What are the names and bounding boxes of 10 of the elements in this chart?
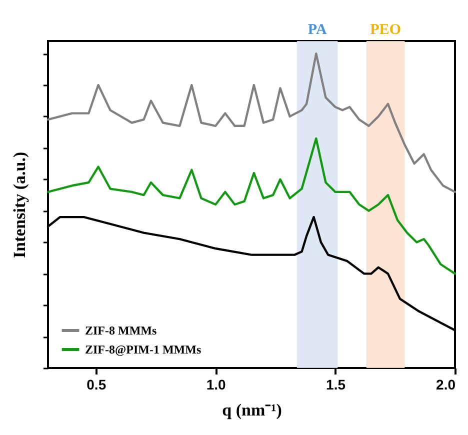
- y-axis-title: Intensity (a.u.): [10, 152, 29, 258]
- legend-label: ZIF-8@PIM-1 MMMs: [85, 342, 202, 356]
- x-tick-label: 2.0: [436, 376, 456, 392]
- x-tick-label: 1.5: [326, 376, 346, 392]
- legend-label: ZIF-8 MMMs: [85, 324, 157, 338]
- x-tick-label: 0.5: [86, 376, 106, 392]
- x-tick-label: 1.0: [206, 376, 226, 392]
- band-label: PA: [308, 22, 327, 38]
- x-axis-title: q (nm⁻¹): [222, 400, 282, 420]
- band-label: PEO: [370, 22, 401, 38]
